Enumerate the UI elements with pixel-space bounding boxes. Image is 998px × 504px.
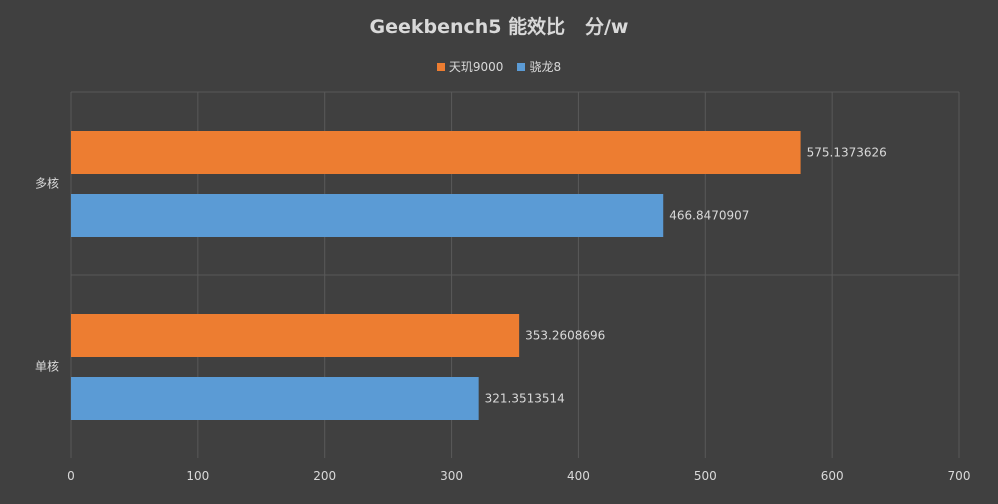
data-label-1-0: 353.2608696 — [525, 329, 605, 343]
bar-1-0 — [71, 314, 520, 357]
data-label-0-0: 575.1373626 — [807, 146, 887, 160]
x-tick-label-3: 300 — [440, 469, 463, 483]
category-label-1: 单核 — [35, 360, 59, 374]
bar-0-0 — [71, 131, 801, 174]
x-tick-label-1: 100 — [186, 469, 209, 483]
x-tick-label-5: 500 — [694, 469, 717, 483]
x-tick-label-7: 700 — [948, 469, 971, 483]
x-tick-label-6: 600 — [821, 469, 844, 483]
bar-1-1 — [71, 377, 479, 420]
legend-swatch-series-1 — [517, 62, 526, 71]
x-tick-label-2: 200 — [313, 469, 336, 483]
x-tick-label-4: 400 — [567, 469, 590, 483]
data-label-0-1: 466.8470907 — [669, 209, 749, 223]
legend-label-series-1: 骁龙8 — [529, 60, 562, 74]
legend-swatch-series-0 — [436, 62, 445, 71]
legend-item-series-0: 天玑9000 — [436, 58, 504, 75]
x-tick-label-0: 0 — [67, 469, 75, 483]
bar-0-1 — [71, 194, 664, 237]
category-label-0: 多核 — [35, 177, 59, 191]
legend-label-series-0: 天玑9000 — [448, 60, 504, 74]
legend-item-series-1: 骁龙8 — [517, 58, 561, 75]
legend: 天玑9000 骁龙8 — [0, 58, 998, 75]
data-label-1-1: 321.3513514 — [485, 392, 565, 406]
chart-title: Geekbench5 能效比 分/w — [369, 16, 629, 38]
